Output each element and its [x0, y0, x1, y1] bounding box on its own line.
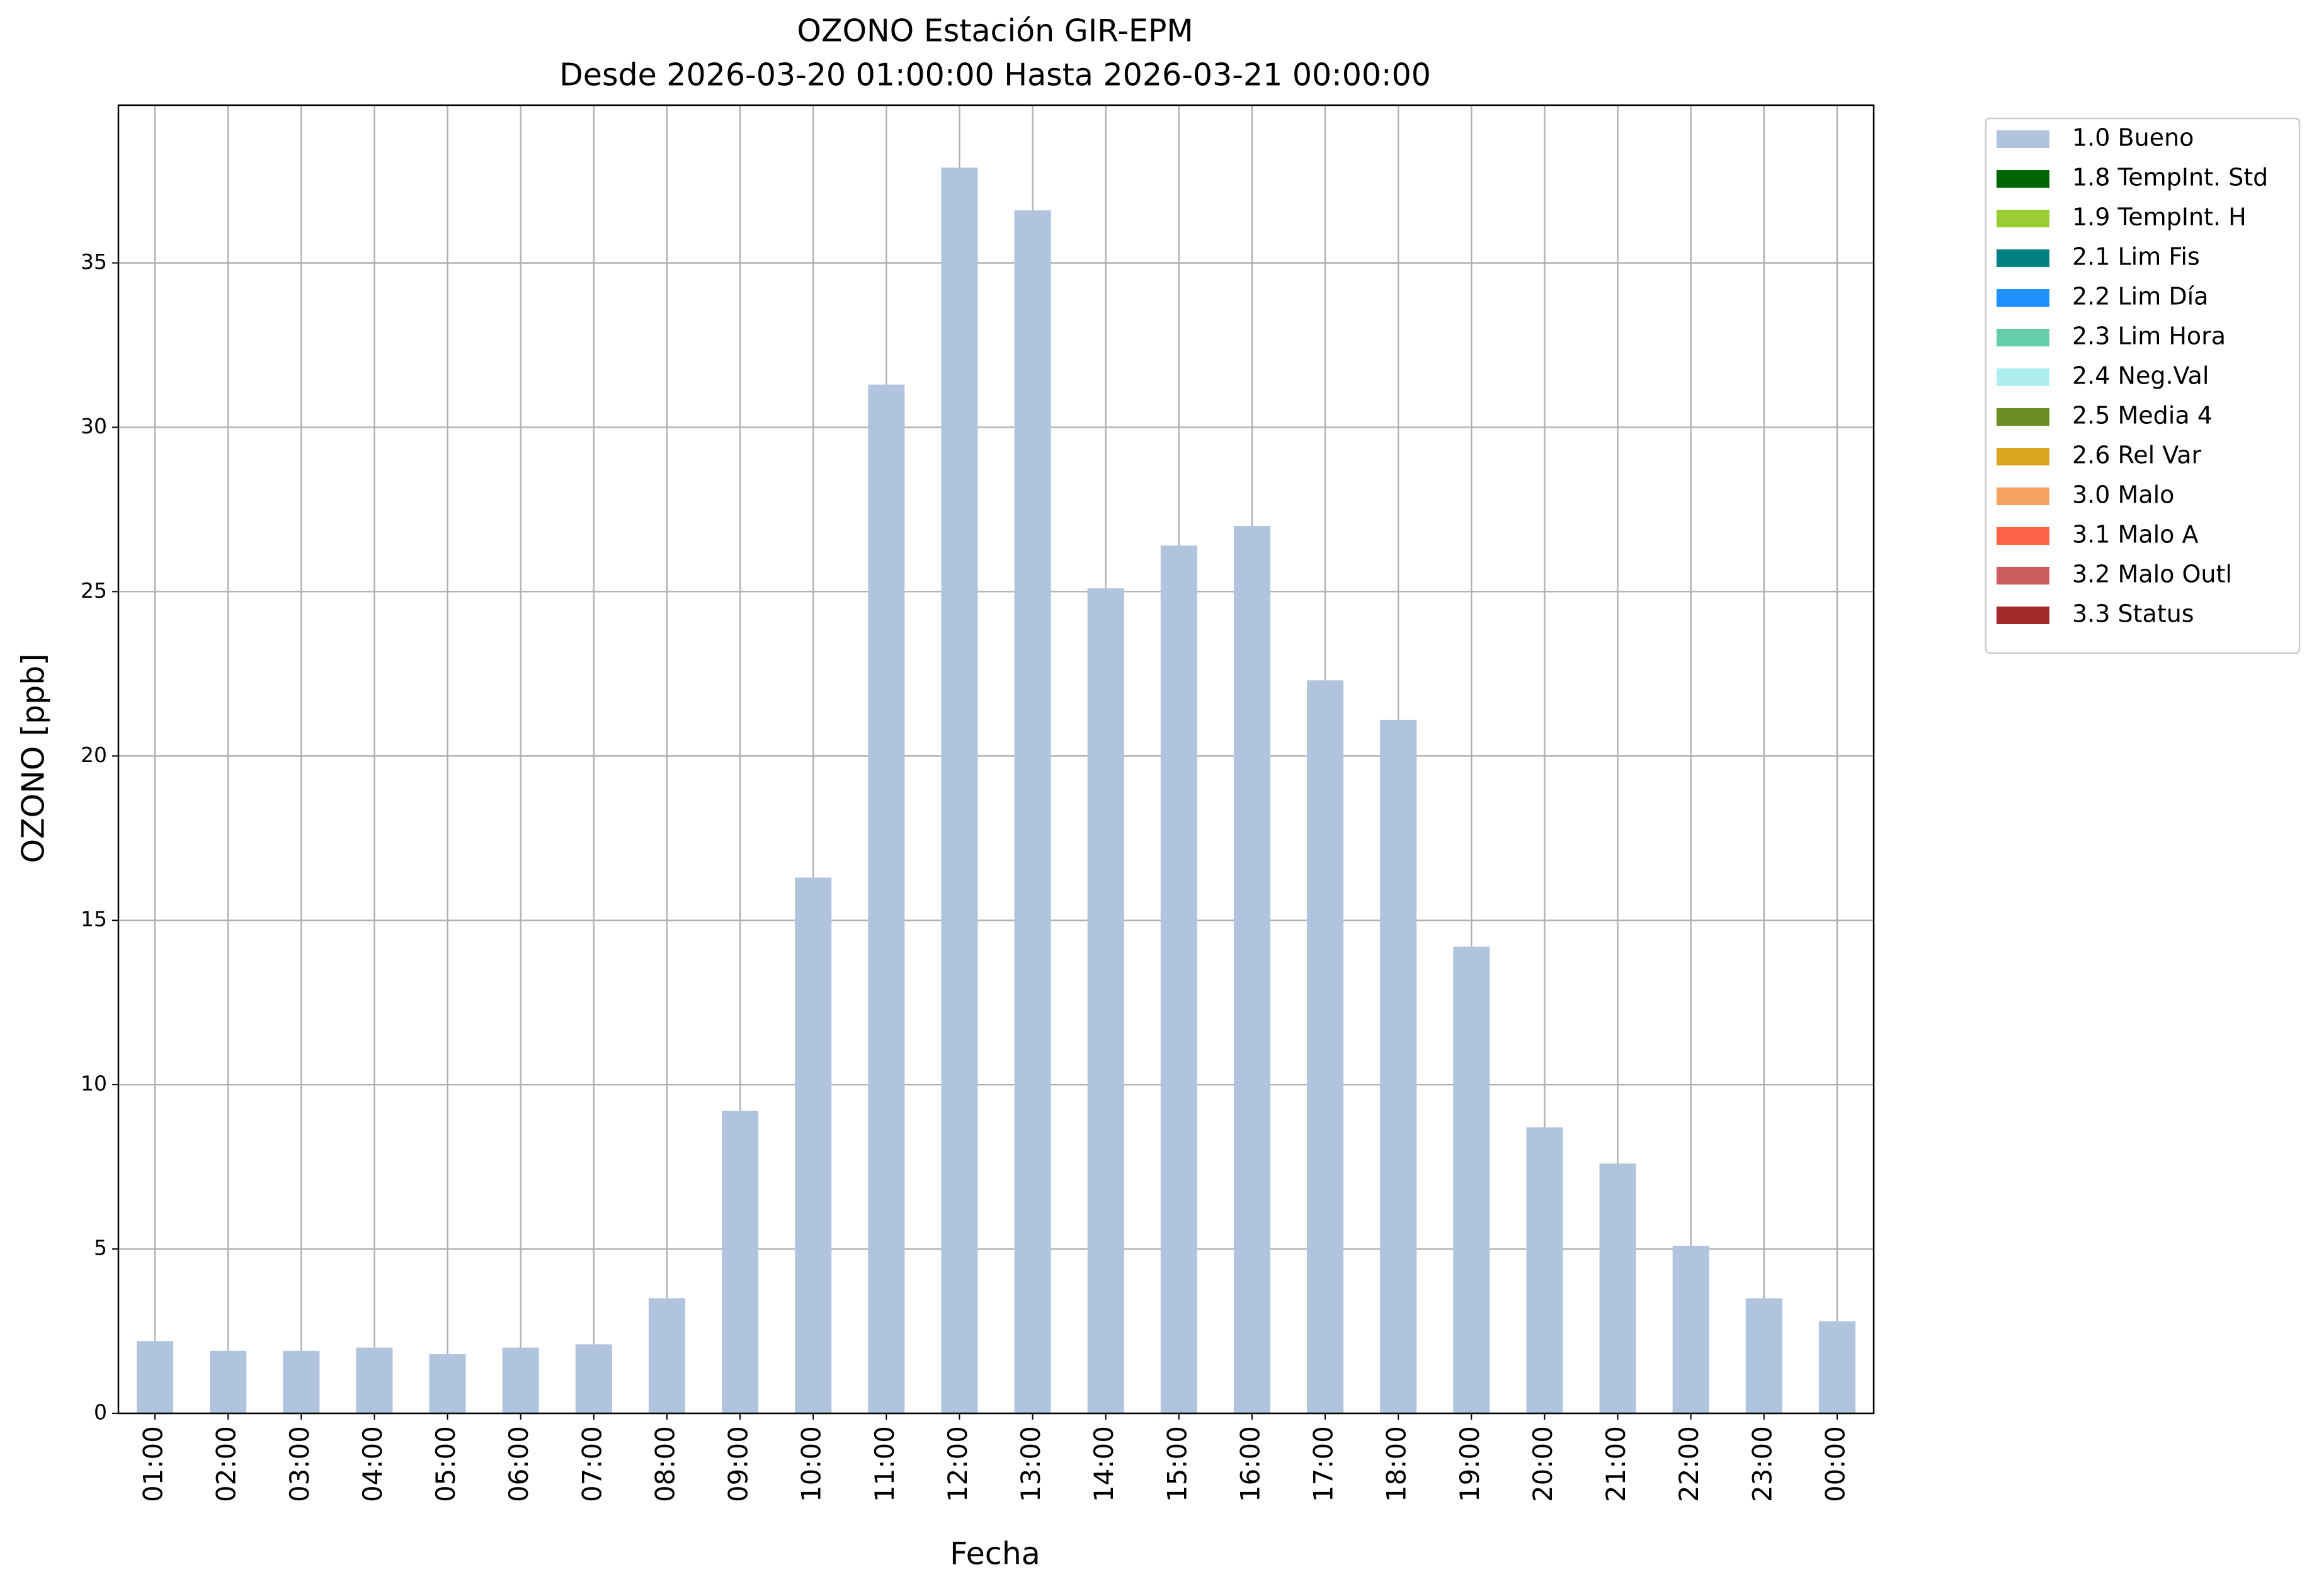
- bar: [137, 1341, 174, 1413]
- legend-swatch: [1997, 408, 2049, 426]
- bar: [1672, 1245, 1709, 1413]
- bar: [868, 384, 905, 1414]
- x-tick-label: 14:00: [1088, 1426, 1119, 1502]
- legend-label: 1.9 TempInt. H: [2072, 203, 2247, 231]
- x-tick-label: 18:00: [1381, 1426, 1412, 1502]
- legend-swatch: [1997, 170, 2049, 188]
- x-tick-label: 02:00: [211, 1426, 242, 1502]
- x-tick-label: 21:00: [1600, 1426, 1631, 1502]
- x-tick-label: 16:00: [1234, 1426, 1265, 1502]
- bar: [1307, 680, 1344, 1413]
- legend-swatch: [1997, 210, 2049, 227]
- legend-label: 3.3 Status: [2072, 600, 2194, 628]
- legend-swatch: [1997, 329, 2049, 346]
- legend-label: 2.5 Media 4: [2072, 402, 2213, 430]
- x-tick-label: 04:00: [357, 1426, 388, 1502]
- bar: [356, 1347, 393, 1413]
- y-tick-label: 10: [81, 1071, 107, 1096]
- x-tick-label: 05:00: [430, 1426, 461, 1502]
- bar: [648, 1298, 685, 1413]
- bar: [1526, 1127, 1563, 1413]
- x-tick-label: 22:00: [1673, 1426, 1704, 1502]
- legend-label: 1.8 TempInt. Std: [2072, 164, 2268, 191]
- bar: [795, 877, 832, 1413]
- y-tick-label: 0: [94, 1400, 107, 1425]
- bar: [575, 1344, 612, 1413]
- bar: [429, 1354, 466, 1413]
- x-tick-label: 01:00: [138, 1426, 169, 1502]
- legend-swatch: [1997, 487, 2049, 505]
- legend-swatch: [1997, 289, 2049, 307]
- y-tick-label: 30: [81, 414, 107, 438]
- legend-swatch: [1997, 607, 2049, 624]
- legend-swatch: [1997, 249, 2049, 267]
- legend-label: 2.2 Lim Día: [2072, 283, 2208, 311]
- bar: [283, 1350, 320, 1413]
- bar: [941, 168, 978, 1413]
- bar: [1453, 946, 1490, 1413]
- x-tick-label: 08:00: [649, 1426, 680, 1502]
- legend-label: 3.2 Malo Outl: [2072, 561, 2232, 588]
- x-tick-label: 00:00: [1820, 1426, 1850, 1502]
- legend-box: [1985, 117, 2301, 654]
- x-tick-label: 17:00: [1308, 1426, 1339, 1502]
- legend-swatch: [1997, 567, 2049, 584]
- bar: [1818, 1321, 1855, 1413]
- x-tick-label: 06:00: [503, 1426, 534, 1502]
- chart-title: OZONO Estación GIR-EPM: [797, 13, 1193, 49]
- x-tick-label: 20:00: [1527, 1426, 1558, 1502]
- y-tick-label: 20: [81, 743, 107, 767]
- y-tick-label: 15: [81, 907, 107, 932]
- legend-swatch: [1997, 527, 2049, 545]
- x-axis-label: Fecha: [950, 1536, 1040, 1572]
- legend-swatch: [1997, 448, 2049, 465]
- legend-label: 3.0 Malo: [2072, 481, 2174, 509]
- legend-swatch: [1997, 130, 2049, 148]
- bar: [722, 1110, 759, 1413]
- bar: [502, 1347, 539, 1413]
- bar: [1745, 1298, 1782, 1413]
- bar: [1599, 1163, 1636, 1413]
- x-tick-label: 15:00: [1161, 1426, 1192, 1502]
- y-tick-label: 25: [81, 578, 107, 603]
- legend-label: 2.1 Lim Fis: [2072, 243, 2200, 271]
- legend-label: 1.0 Bueno: [2072, 124, 2194, 152]
- x-tick-label: 07:00: [576, 1426, 607, 1502]
- bar: [1087, 588, 1124, 1413]
- legend-label: 2.3 Lim Hora: [2072, 322, 2226, 350]
- x-tick-label: 03:00: [284, 1426, 315, 1502]
- bar: [1160, 545, 1197, 1413]
- bar: [1233, 525, 1270, 1413]
- y-tick-label: 35: [81, 249, 107, 274]
- x-tick-label: 13:00: [1015, 1426, 1046, 1502]
- legend-label: 2.4 Neg.Val: [2072, 362, 2209, 390]
- y-tick-label: 5: [94, 1236, 107, 1260]
- bar: [1014, 210, 1051, 1413]
- y-axis-label: OZONO [ppb]: [16, 653, 52, 863]
- bar: [210, 1350, 247, 1413]
- plot-frame: [117, 104, 1875, 1415]
- x-tick-label: 10:00: [796, 1426, 827, 1502]
- legend-label: 2.6 Rel Var: [2072, 442, 2202, 469]
- x-tick-label: 23:00: [1746, 1426, 1777, 1502]
- legend-swatch: [1997, 368, 2049, 386]
- x-tick-label: 11:00: [869, 1426, 900, 1502]
- x-tick-label: 12:00: [942, 1426, 973, 1502]
- bar: [1380, 719, 1417, 1413]
- chart-subtitle: Desde 2026-03-20 01:00:00 Hasta 2026-03-…: [559, 57, 1431, 93]
- legend-label: 3.1 Malo A: [2072, 521, 2198, 549]
- x-tick-label: 09:00: [723, 1426, 754, 1502]
- x-tick-label: 19:00: [1454, 1426, 1485, 1502]
